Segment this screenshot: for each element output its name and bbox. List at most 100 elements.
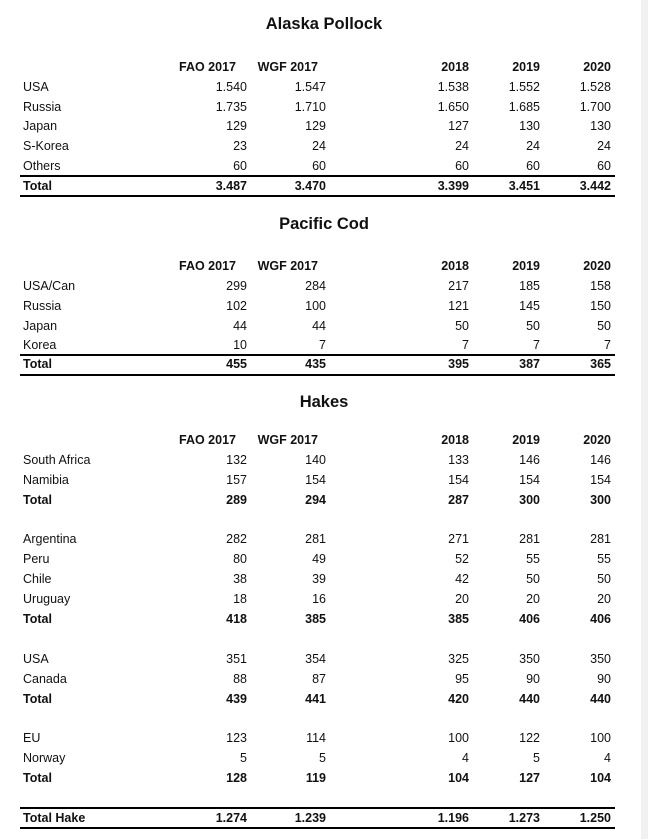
section-title: Hakes (299, 393, 349, 411)
grand-total-row-value: 1.239 (294, 811, 326, 825)
table-row-value: 121 (448, 299, 469, 313)
table-row-value: 350 (590, 652, 611, 666)
table-row-value: 1.540 (215, 80, 247, 94)
table-row-value: 1.547 (294, 80, 326, 94)
table-row-label: Japan (23, 319, 58, 333)
table-row-value: 100 (305, 299, 326, 313)
table-row-value: 1.552 (508, 80, 540, 94)
table-row-label: Others (23, 159, 61, 173)
total-row-value: 119 (305, 771, 326, 785)
total-row-value: 385 (448, 612, 469, 626)
total-row-value: 300 (590, 493, 611, 507)
table-row-value: 60 (312, 159, 326, 173)
table-row-value: 5 (533, 751, 540, 765)
table-row-value: 158 (590, 279, 611, 293)
column-header: FAO 2017 (179, 433, 236, 447)
table-row-value: 60 (455, 159, 469, 173)
grand-total-row-value: 1.250 (579, 811, 611, 825)
table-row-value: 24 (455, 139, 469, 153)
table-row-label: Namibia (23, 473, 69, 487)
total-row-label: Total (23, 357, 52, 371)
total-row-value: 127 (519, 771, 540, 785)
total-row-value: 300 (519, 493, 540, 507)
table-row-value: 145 (519, 299, 540, 313)
total-row-value: 365 (590, 357, 611, 371)
column-header: 2019 (512, 433, 540, 447)
grand-total-row-value: 1.196 (437, 811, 469, 825)
table-row-value: 16 (312, 592, 326, 606)
total-row-value: 440 (590, 692, 611, 706)
table-row-value: 127 (448, 119, 469, 133)
table-row-value: 350 (519, 652, 540, 666)
total-row-value: 406 (590, 612, 611, 626)
table-row-value: 217 (448, 279, 469, 293)
table-row-value: 1.685 (508, 100, 540, 114)
table-row-value: 44 (233, 319, 247, 333)
table-row-value: 95 (455, 672, 469, 686)
total-row-value: 3.451 (508, 179, 540, 193)
table-row-value: 23 (233, 139, 247, 153)
table-row-value: 354 (305, 652, 326, 666)
column-header: WGF 2017 (257, 60, 318, 74)
column-header: 2020 (583, 433, 611, 447)
total-row-value: 418 (226, 612, 247, 626)
table-row-value: 157 (226, 473, 247, 487)
table-row-label: Peru (23, 552, 50, 566)
table-row-value: 24 (526, 139, 540, 153)
table-row-value: 114 (306, 731, 326, 745)
table-row-value: 154 (448, 473, 469, 487)
column-header: 2020 (583, 259, 611, 273)
table-row-value: 5 (240, 751, 247, 765)
table-row-value: 5 (319, 751, 326, 765)
table-row-value: 100 (448, 731, 469, 745)
table-row-value: 129 (226, 119, 247, 133)
table-row-value: 18 (233, 592, 247, 606)
column-header: 2018 (441, 60, 469, 74)
table-rule (20, 807, 615, 809)
table-row-value: 7 (604, 338, 611, 352)
table-rule (20, 374, 615, 376)
table-row-label: S-Korea (23, 139, 69, 153)
total-row-value: 104 (590, 771, 611, 785)
total-row-label: Total (23, 179, 52, 193)
grand-total-row-value: 1.274 (215, 811, 247, 825)
table-row-value: 351 (226, 652, 247, 666)
total-row-value: 3.470 (294, 179, 326, 193)
table-row-value: 133 (448, 453, 469, 467)
table-row-value: 60 (597, 159, 611, 173)
total-row-value: 455 (226, 357, 247, 371)
table-row-value: 20 (597, 592, 611, 606)
table-row-value: 90 (526, 672, 540, 686)
total-row-value: 435 (305, 357, 326, 371)
table-row-value: 130 (590, 119, 611, 133)
table-row-label: USA (23, 80, 49, 94)
table-row-value: 24 (312, 139, 326, 153)
table-row-value: 154 (305, 473, 326, 487)
table-row-value: 90 (597, 672, 611, 686)
table-row-value: 4 (462, 751, 469, 765)
table-row-value: 50 (455, 319, 469, 333)
table-row-value: 130 (519, 119, 540, 133)
section-title: Pacific Cod (279, 215, 369, 233)
column-header: WGF 2017 (257, 433, 318, 447)
table-row-value: 1.650 (437, 100, 469, 114)
total-row-label: Total (23, 692, 52, 706)
table-rule (20, 175, 615, 177)
table-row-value: 129 (305, 119, 326, 133)
table-row-value: 1.528 (579, 80, 611, 94)
table-row-value: 100 (590, 731, 611, 745)
table-row-value: 80 (233, 552, 247, 566)
total-row-value: 420 (448, 692, 469, 706)
table-row-value: 281 (590, 532, 611, 546)
table-row-value: 52 (455, 552, 469, 566)
total-row-label: Total (23, 493, 52, 507)
column-header: 2018 (441, 259, 469, 273)
table-row-value: 281 (519, 532, 540, 546)
total-row-value: 104 (448, 771, 469, 785)
total-row-value: 3.487 (215, 179, 247, 193)
total-row-value: 406 (519, 612, 540, 626)
page-edge (641, 0, 648, 839)
column-header: 2019 (512, 259, 540, 273)
table-row-value: 50 (597, 319, 611, 333)
table-row-value: 1.735 (215, 100, 247, 114)
